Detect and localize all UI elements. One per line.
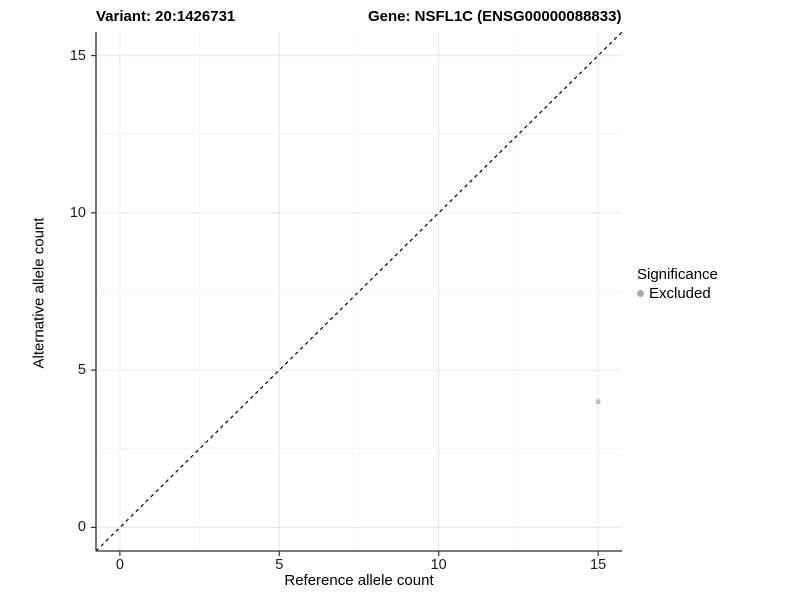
x-tick-label: 10 [430,557,447,573]
y-tick-label: 10 [69,204,86,221]
legend-entry: Excluded [637,285,718,302]
plot-title-gene: Gene: NSFL1C (ENSG00000088833) [368,8,622,25]
legend-key-dot-icon [637,290,644,297]
legend-entry-label: Excluded [649,285,711,302]
x-tick-label: 5 [275,557,284,573]
y-tick-label: 0 [77,519,86,536]
x-axis-title: Reference allele count [284,572,434,589]
legend-title: Significance [637,266,718,283]
x-tick-label: 15 [590,557,607,573]
y-tick-label: 5 [77,362,86,379]
x-tick-label: 0 [115,557,124,573]
y-tick-label: 15 [69,47,86,64]
legend: Significance Excluded [637,266,718,302]
plot-title-variant: Variant: 20:1426731 [96,8,236,25]
y-axis-title: Alternative allele count [30,217,48,369]
